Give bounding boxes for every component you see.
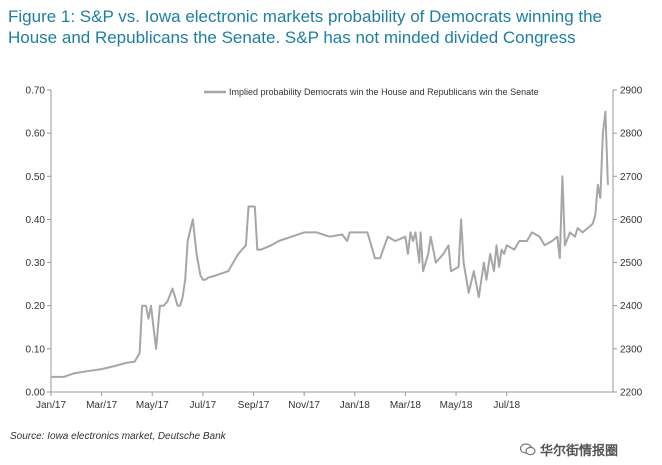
x-axis: Jan/17 Mar/17 May/17 Jul/17 Sep/17 Nov/17 Jan/… [36,392,520,411]
y-left-tick-label: 0.60 [26,129,46,140]
y-left-tick-label: 0.70 [26,86,46,97]
wechat-icon [520,443,536,456]
y-axis-left: 0.00 0.10 0.20 0.30 0.40 0.50 0.60 0.70 [26,86,51,399]
y-right-tick-label: 2500 [620,258,643,269]
x-tick-label: Sep/17 [238,400,270,411]
y-axis-right: 2200 2300 2400 2500 2600 2700 2800 2900 [613,86,643,399]
x-tick-label: May/17 [136,400,169,411]
y-right-tick-label: 2800 [620,129,643,140]
x-tick-label: Mar/18 [390,400,422,411]
x-tick-label: Jan/18 [340,400,370,411]
source-note: Source: Iowa electronics market, Deutsch… [10,431,226,442]
x-tick-label: Mar/17 [86,400,118,411]
y-left-tick-label: 0.10 [26,344,46,355]
watermark-text: 华尔街情报圈 [540,443,619,458]
x-tick-label: Jul/17 [190,400,217,411]
y-right-tick-label: 2400 [620,301,643,312]
y-right-tick-label: 2300 [620,344,643,355]
x-tick-label: Jan/17 [36,400,66,411]
y-right-tick-label: 2200 [620,388,643,399]
x-tick-label: Nov/17 [288,400,320,411]
y-left-tick-label: 0.30 [26,258,46,269]
chart-frame [50,90,614,393]
legend-label: Implied probability Democrats win the Ho… [229,87,539,97]
series-line-probability [51,110,609,378]
y-right-tick-label: 2900 [620,86,643,97]
chart-title: Figure 1: S&P vs. Iowa electronic market… [8,7,603,47]
y-right-tick-label: 2600 [620,215,643,226]
y-left-tick-label: 0.40 [26,215,46,226]
y-left-tick-label: 0.00 [26,388,46,399]
x-tick-label: May/18 [440,400,473,411]
watermark: 华尔街情报圈 [520,440,618,459]
x-tick-label: Jul/18 [493,400,520,411]
y-left-tick-label: 0.20 [26,301,46,312]
y-right-tick-label: 2700 [620,172,643,183]
y-left-tick-label: 0.50 [26,172,46,183]
legend: Implied probability Democrats win the Ho… [204,87,539,97]
